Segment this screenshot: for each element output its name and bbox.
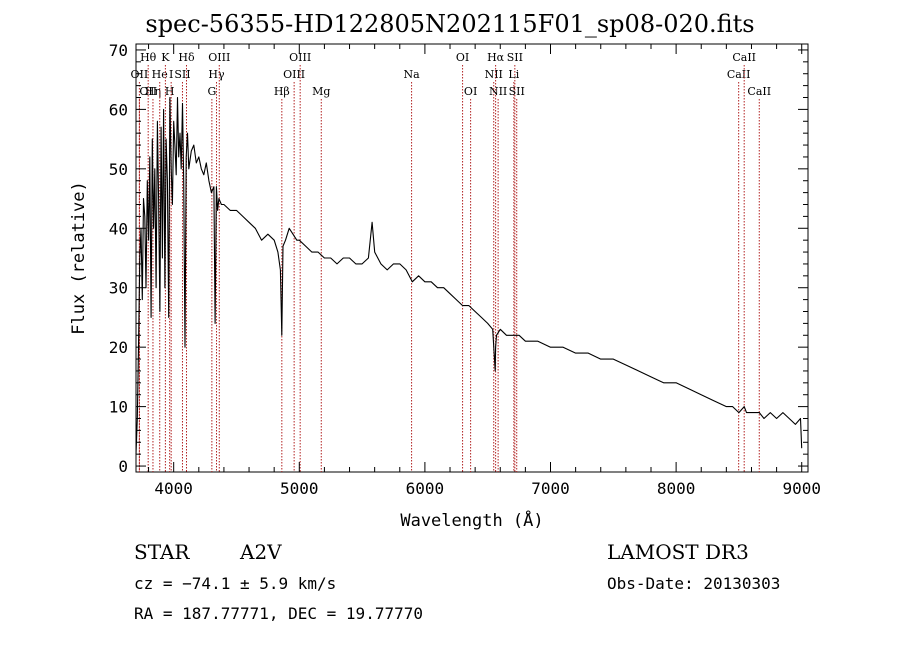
y-tick-label: 50 xyxy=(109,160,128,179)
line-marker-label: H xyxy=(165,85,175,98)
line-marker-label: NII xyxy=(485,68,503,81)
ra-dec-coordinates: RA = 187.77771, DEC = 19.77770 xyxy=(134,604,423,623)
line-marker-label: He xyxy=(152,68,168,81)
x-tick-label: 5000 xyxy=(280,479,319,498)
line-marker-label: Hγ xyxy=(208,68,225,81)
object-class: STAR xyxy=(134,540,190,564)
line-marker-label: SII xyxy=(174,68,190,81)
line-marker-label: Hθ xyxy=(140,51,157,64)
y-tick-label: 40 xyxy=(109,219,128,238)
x-tick-label: 7000 xyxy=(531,479,570,498)
y-tick-label: 0 xyxy=(118,457,128,476)
redshift-velocity: cz = −74.1 ± 5.9 km/s xyxy=(134,574,337,593)
y-tick-label: 20 xyxy=(109,338,128,357)
x-tick-label: 8000 xyxy=(657,479,696,498)
line-marker-label: SII xyxy=(507,51,523,64)
y-axis-label: Flux (relative) xyxy=(69,181,89,335)
x-tick-label: 9000 xyxy=(782,479,821,498)
y-tick-label: 10 xyxy=(109,398,128,417)
line-marker-label: NII xyxy=(489,85,507,98)
line-marker-label: OII xyxy=(139,85,157,98)
line-marker-label: Na xyxy=(403,68,420,81)
line-marker-label: CaII xyxy=(747,85,771,98)
x-tick-label: 6000 xyxy=(406,479,445,498)
line-marker-label: Hα xyxy=(487,51,505,64)
x-axis-label: Wavelength (Å) xyxy=(400,509,543,531)
line-marker-label: CaII xyxy=(727,68,751,81)
line-marker-label: Hδ xyxy=(178,51,195,64)
line-marker-label: Mg xyxy=(312,85,330,98)
spectrum-line xyxy=(135,96,803,455)
line-marker-label: CaII xyxy=(732,51,756,64)
survey-name: LAMOST DR3 xyxy=(607,540,749,564)
line-marker-label: Hη xyxy=(145,85,161,98)
chart-title: spec-56355-HD122805N202115F01_sp08-020.f… xyxy=(145,10,755,38)
y-tick-label: 60 xyxy=(109,100,128,119)
line-marker-label: I xyxy=(169,68,173,81)
line-marker-label: OI xyxy=(456,51,469,64)
line-marker-label: Hβ xyxy=(274,85,290,98)
line-marker-label: OI xyxy=(464,85,477,98)
x-tick-label: 4000 xyxy=(154,479,193,498)
line-marker-label: K xyxy=(161,51,170,64)
observation-date: Obs-Date: 20130303 xyxy=(607,574,781,593)
y-tick-label: 30 xyxy=(109,279,128,298)
line-marker-label: OIII xyxy=(208,51,230,64)
line-marker-label: OIII xyxy=(289,51,311,64)
line-marker-label: OII xyxy=(131,68,149,81)
plot-frame xyxy=(135,43,809,473)
line-marker-label: Li xyxy=(508,68,519,81)
line-marker-label: OIII xyxy=(283,68,305,81)
line-marker-label: G xyxy=(207,85,216,98)
object-subclass: A2V xyxy=(240,540,282,564)
y-tick-label: 70 xyxy=(109,41,128,60)
line-marker-label: SII xyxy=(509,85,525,98)
